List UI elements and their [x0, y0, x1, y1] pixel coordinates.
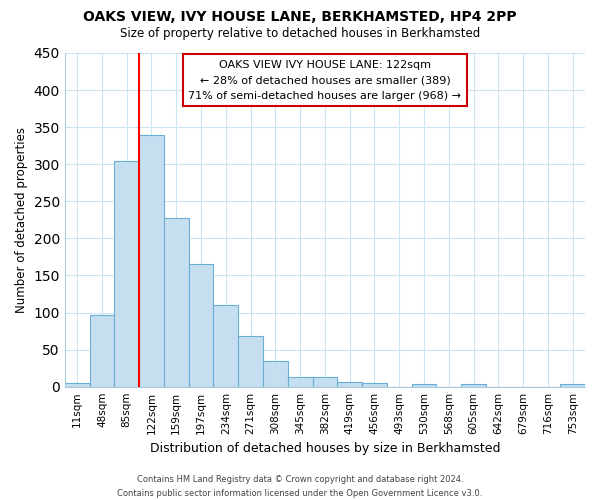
Bar: [560, 384, 585, 386]
Bar: [139, 134, 164, 386]
Bar: [412, 384, 436, 386]
Bar: [238, 336, 263, 386]
Y-axis label: Number of detached properties: Number of detached properties: [15, 127, 28, 313]
Bar: [188, 264, 214, 386]
Text: Contains HM Land Registry data © Crown copyright and database right 2024.
Contai: Contains HM Land Registry data © Crown c…: [118, 476, 482, 498]
Bar: [313, 377, 337, 386]
Bar: [461, 384, 486, 386]
Bar: [263, 360, 288, 386]
Bar: [214, 305, 238, 386]
Bar: [337, 382, 362, 386]
Text: OAKS VIEW, IVY HOUSE LANE, BERKHAMSTED, HP4 2PP: OAKS VIEW, IVY HOUSE LANE, BERKHAMSTED, …: [83, 10, 517, 24]
X-axis label: Distribution of detached houses by size in Berkhamsted: Distribution of detached houses by size …: [149, 442, 500, 455]
Text: OAKS VIEW IVY HOUSE LANE: 122sqm
← 28% of detached houses are smaller (389)
71% : OAKS VIEW IVY HOUSE LANE: 122sqm ← 28% o…: [188, 60, 461, 101]
Bar: [362, 383, 387, 386]
Bar: [164, 218, 188, 386]
Bar: [288, 377, 313, 386]
Bar: [115, 160, 139, 386]
Bar: [65, 383, 89, 386]
Text: Size of property relative to detached houses in Berkhamsted: Size of property relative to detached ho…: [120, 28, 480, 40]
Bar: [89, 315, 115, 386]
